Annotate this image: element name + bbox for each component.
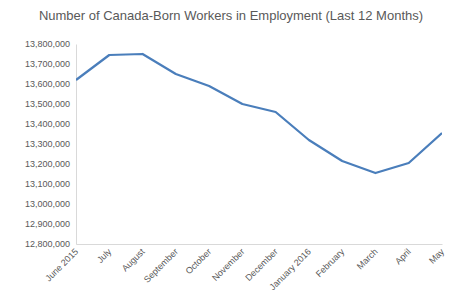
- x-tick-label: August: [120, 246, 147, 273]
- y-tick: 13,800,000: [25, 39, 76, 49]
- x-tick: October: [184, 247, 214, 277]
- y-tick: 13,000,000: [25, 199, 76, 209]
- y-tick: 12,900,000: [25, 219, 76, 229]
- x-tick: July: [95, 246, 114, 265]
- y-tick-label: 13,200,000: [25, 159, 70, 169]
- y-axis: 12,800,000 12,900,000 13,000,000 13,100,000…: [25, 39, 77, 249]
- x-tick-label: January 2016: [267, 247, 313, 293]
- x-tick-label: October: [184, 247, 214, 277]
- y-tick: 13,500,000: [25, 99, 76, 109]
- x-tick: August: [120, 246, 147, 273]
- background: [0, 0, 462, 300]
- y-tick: 13,100,000: [25, 179, 76, 189]
- y-tick-label: 13,400,000: [25, 119, 70, 129]
- x-tick-label: April: [393, 247, 413, 267]
- x-tick: June 2015: [43, 247, 80, 284]
- x-tick-label: November: [210, 247, 246, 283]
- y-tick: 13,300,000: [25, 139, 76, 149]
- x-tick-label: March: [355, 247, 380, 272]
- y-axis-line: [76, 45, 77, 245]
- y-tick-label: 13,800,000: [25, 39, 70, 49]
- y-tick-label: 13,700,000: [25, 59, 70, 69]
- x-tick: May: [427, 246, 446, 265]
- x-tick-label: June 2015: [43, 247, 80, 284]
- y-tick-label: 13,000,000: [25, 199, 70, 209]
- x-tick-label: September: [142, 247, 180, 285]
- y-tick-label: 13,100,000: [25, 179, 70, 189]
- x-tick: September: [142, 247, 180, 285]
- x-axis: June 2015 July AugustSeptemberOctoberNovem…: [43, 245, 446, 293]
- title: Number of Canada-Born Workers in Employm…: [39, 8, 423, 23]
- x-tick: April: [393, 247, 413, 267]
- line: [76, 54, 442, 173]
- x-tick-label: July: [95, 246, 114, 265]
- plot-area: [76, 54, 442, 173]
- y-tick: 13,400,000: [25, 119, 76, 129]
- y-tick-label: 12,900,000: [25, 219, 70, 229]
- y-tick-label: 13,300,000: [25, 139, 70, 149]
- x-tick: March: [355, 247, 380, 272]
- y-tick-label: 12,800,000: [25, 239, 70, 249]
- y-tick: 13,700,000: [25, 59, 76, 69]
- y-tick-label: 13,500,000: [25, 99, 70, 109]
- x-tick: January 2016: [267, 247, 313, 293]
- y-tick: 13,600,000: [25, 79, 76, 89]
- y-tick: 13,200,000: [25, 159, 76, 169]
- x-tick: November: [210, 247, 246, 283]
- y-tick: 12,800,000: [25, 239, 76, 249]
- x-tick-label: May: [427, 246, 446, 265]
- x-tick: February: [314, 246, 347, 279]
- y-tick-label: 13,600,000: [25, 79, 70, 89]
- x-tick-label: February: [314, 246, 347, 279]
- chart: Number of Canada-Born Workers in Employm…: [0, 0, 462, 300]
- x-axis-line: [77, 244, 443, 245]
